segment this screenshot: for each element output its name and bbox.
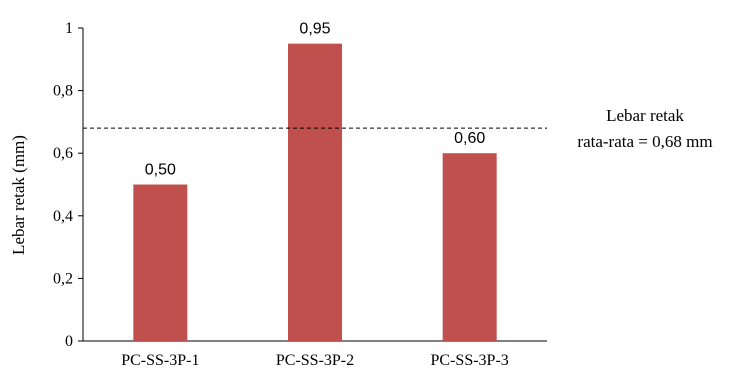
bar-pc-ss-3p-3 (442, 153, 497, 341)
y-tick-label: 0,2 (53, 270, 73, 287)
category-label: PC-SS-3P-2 (276, 352, 354, 369)
y-tick-label: 0,4 (53, 208, 73, 225)
category-label: PC-SS-3P-3 (431, 352, 509, 369)
category-label: PC-SS-3P-1 (121, 352, 199, 369)
y-axis-title: Lebar retak (mm) (9, 135, 28, 255)
y-tick-label: 0,6 (53, 145, 73, 162)
data-label: 0,50 (145, 162, 176, 179)
y-tick-label: 0 (65, 333, 73, 350)
reference-line-label-line1: Lebar retak (606, 106, 684, 125)
y-tick-label: 0,8 (53, 83, 73, 100)
bar-pc-ss-3p-2 (288, 43, 342, 342)
bar-pc-ss-3p-1 (133, 184, 188, 341)
data-label: 0,95 (299, 21, 330, 38)
reference-line-label-line2: rata-rata = 0,68 mm (577, 132, 712, 151)
y-tick-label: 1 (65, 20, 73, 37)
data-label: 0,60 (454, 130, 485, 147)
